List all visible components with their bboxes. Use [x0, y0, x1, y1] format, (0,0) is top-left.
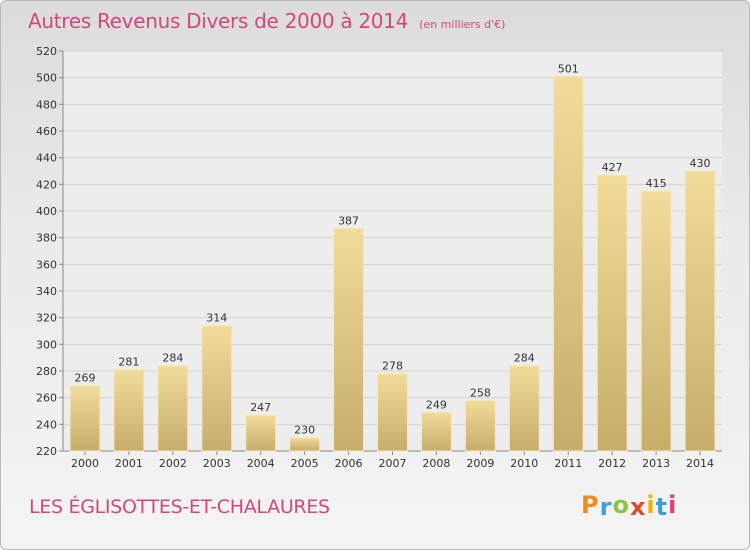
data-label: 284 — [162, 352, 183, 365]
data-label: 427 — [602, 161, 623, 174]
y-tick-label: 300 — [36, 338, 57, 351]
data-label: 430 — [690, 157, 711, 170]
x-tick-label: 2002 — [159, 457, 187, 470]
x-tick-label: 2006 — [335, 457, 363, 470]
x-tick-label: 2008 — [422, 457, 450, 470]
chart-title: Autres Revenus Divers de 2000 à 2014 — [28, 9, 409, 33]
y-tick-label: 380 — [36, 232, 57, 245]
data-label: 281 — [118, 356, 139, 369]
logo-letter: t — [655, 493, 669, 521]
x-tick-label: 2013 — [642, 457, 670, 470]
data-label: 278 — [382, 360, 403, 373]
bar-2007 — [377, 373, 408, 452]
x-tick-label: 2000 — [71, 457, 99, 470]
data-label: 387 — [338, 214, 359, 227]
y-tick-label: 360 — [36, 258, 57, 271]
logo-letter: o — [612, 491, 630, 519]
bar-2001 — [113, 369, 145, 452]
x-tick-label: 2007 — [379, 457, 407, 470]
x-tick-label: 2003 — [203, 457, 231, 470]
commune-name: LES ÉGLISOTTES-ET-CHALAURES — [29, 496, 330, 518]
x-tick-label: 2004 — [247, 457, 275, 470]
bar-2014 — [684, 170, 716, 452]
bar-2011 — [552, 75, 584, 452]
data-label: 247 — [250, 401, 271, 414]
data-label: 249 — [426, 398, 447, 411]
bar-2008 — [420, 411, 452, 452]
y-tick-label: 420 — [36, 178, 57, 191]
bar-2003 — [201, 325, 233, 452]
logo-letter: x — [629, 493, 647, 521]
logo-letter: r — [599, 493, 613, 521]
x-tick-label: 2009 — [466, 457, 494, 470]
data-label: 230 — [294, 424, 315, 437]
bar-2005 — [289, 437, 321, 452]
bar-2000 — [69, 385, 101, 452]
proxiti-logo[interactable]: Proxiti — [581, 491, 678, 521]
bar-2013 — [640, 190, 672, 452]
y-tick-label: 520 — [36, 45, 57, 58]
data-label: 314 — [206, 312, 227, 325]
bar-2004 — [245, 414, 277, 452]
logo-letter: i — [646, 491, 656, 519]
y-tick-label: 320 — [36, 312, 57, 325]
data-label: 415 — [646, 177, 667, 190]
x-tick-label: 2005 — [291, 457, 319, 470]
y-tick-label: 400 — [36, 205, 57, 218]
logo-letter: i — [668, 491, 678, 519]
x-tick-label: 2010 — [510, 457, 538, 470]
y-tick-label: 260 — [36, 392, 57, 405]
bar-2012 — [596, 174, 628, 452]
bar-2006 — [333, 227, 365, 452]
chart-title-row: Autres Revenus Divers de 2000 à 2014 (en… — [28, 9, 505, 33]
y-tick-label: 340 — [36, 285, 57, 298]
data-labels: 269 281 284 314 247 230 387 278 249 258 284 501 427 4… — [74, 62, 710, 436]
x-tick-label: 2001 — [115, 457, 143, 470]
bars — [69, 75, 716, 452]
data-label: 269 — [74, 372, 95, 385]
bar-2009 — [464, 399, 496, 452]
y-tick-label: 440 — [36, 152, 57, 165]
y-tick-label: 220 — [36, 445, 57, 458]
x-tick-label: 2014 — [686, 457, 714, 470]
x-tick-label: 2012 — [598, 457, 626, 470]
y-tick-label: 240 — [36, 418, 57, 431]
y-tick-label: 480 — [36, 98, 57, 111]
data-label: 501 — [558, 62, 579, 75]
bar-2002 — [157, 365, 189, 452]
bar-2010 — [508, 365, 540, 452]
y-tick-label: 460 — [36, 125, 57, 138]
data-label: 258 — [470, 386, 491, 399]
logo-letter: P — [581, 491, 600, 519]
x-tick-label: 2011 — [554, 457, 582, 470]
y-tick-label: 500 — [36, 72, 57, 85]
chart-unit: (en milliers d'€) — [419, 18, 506, 31]
y-tick-label: 280 — [36, 365, 57, 378]
data-label: 284 — [514, 352, 535, 365]
